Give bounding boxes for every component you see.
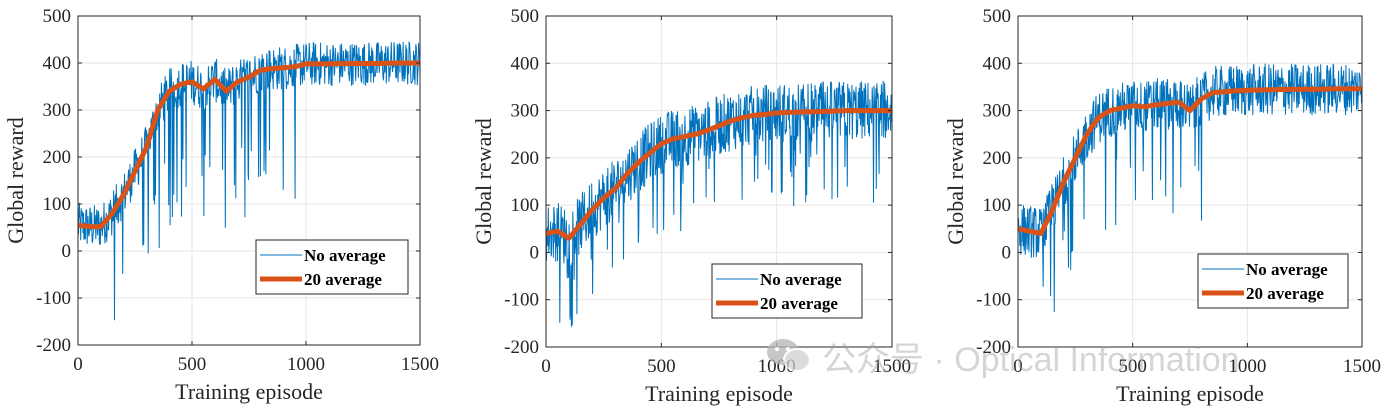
- line-20-average: [545, 108, 892, 241]
- y-tick-label: 0: [62, 241, 72, 262]
- line-no-average: [545, 80, 893, 327]
- x-tick-label: 500: [1118, 356, 1147, 377]
- axes-frame: [77, 15, 421, 346]
- y-tick-label: 100: [43, 194, 72, 215]
- watermark-text: 公众号 · Optical Information: [822, 341, 1240, 379]
- y-tick-label: -100: [504, 290, 539, 311]
- y-tick-label: 400: [43, 53, 72, 74]
- y-tick-label: -200: [36, 335, 71, 356]
- legend-label-20-average: 20 average: [1246, 284, 1324, 303]
- y-tick-label: -200: [976, 337, 1011, 358]
- axes-box: [545, 15, 893, 348]
- raw-reward-series: [1017, 63, 1363, 313]
- y-tick-labels: -200 -100 0 100 200 300 400 500: [36, 6, 71, 356]
- x-axis-label: Training episode: [1116, 381, 1264, 406]
- legend-label-20-average: 20 average: [304, 270, 382, 289]
- chart-panel-3: -200 -100 0 100 200 300 400 500 0 500 1000 1500 Gl…: [943, 6, 1381, 406]
- x-tick-label: 1500: [1343, 356, 1381, 377]
- x-tick-label: 0: [541, 356, 551, 377]
- y-tick-label: 0: [1002, 242, 1012, 263]
- axes-box: [77, 15, 421, 346]
- legend-label-20-average: 20 average: [760, 294, 838, 313]
- y-tick-label: -100: [976, 290, 1011, 311]
- y-tick-label: 200: [511, 148, 540, 169]
- line-20-average: [77, 60, 420, 230]
- legend-box: [255, 239, 409, 295]
- axes-frame: [1017, 15, 1363, 348]
- y-tick-label: 100: [983, 195, 1012, 216]
- x-tick-labels: 0 500 1000 1500: [1013, 356, 1381, 377]
- y-tick-label: 500: [511, 6, 540, 27]
- x-tick-label: 1500: [401, 354, 439, 375]
- y-tick-label: 100: [511, 195, 540, 216]
- y-tick-label: -200: [504, 337, 539, 358]
- y-tick-labels: -200 -100 0 100 200 300 400 500: [976, 6, 1011, 358]
- y-tick-label: 300: [43, 100, 72, 121]
- x-tick-label: 0: [73, 354, 83, 375]
- x-tick-labels: 0 500 1000 1500: [73, 354, 439, 375]
- legend-label-no-average: No average: [760, 270, 842, 289]
- x-axis-label: Training episode: [645, 381, 793, 406]
- y-tick-label: 400: [983, 53, 1012, 74]
- line-20-average: [1017, 86, 1362, 236]
- average-reward-series: [1017, 86, 1362, 236]
- legend: No average 20 average: [1197, 253, 1349, 309]
- y-tick-label: 0: [530, 242, 540, 263]
- legend-box: [711, 263, 863, 319]
- y-axis-label: Global reward: [3, 117, 28, 243]
- y-tick-label: 500: [983, 6, 1012, 27]
- y-tick-label: 500: [43, 6, 72, 27]
- y-tick-label: 400: [511, 53, 540, 74]
- legend: No average 20 average: [711, 263, 863, 319]
- chart-panel-1: -200 -100 0 100 200 300 400 500 0 500 1000 1500 Gl…: [3, 6, 439, 404]
- average-reward-series: [545, 108, 892, 241]
- axes-frame: [545, 15, 893, 348]
- legend: No average 20 average: [255, 239, 409, 295]
- raw-reward-series: [77, 41, 421, 321]
- watermark: 公众号 · Optical Information: [767, 339, 1240, 379]
- x-tick-label: 0: [1013, 356, 1023, 377]
- line-no-average: [77, 41, 421, 321]
- x-tick-label: 500: [178, 354, 207, 375]
- y-tick-label: -100: [36, 288, 71, 309]
- y-axis-label: Global reward: [943, 118, 968, 244]
- line-no-average: [1017, 63, 1363, 313]
- y-tick-labels: -200 -100 0 100 200 300 400 500: [504, 6, 539, 358]
- legend-box: [1197, 253, 1349, 309]
- y-axis-label: Global reward: [471, 118, 496, 244]
- x-axis-label: Training episode: [175, 379, 323, 404]
- y-tick-label: 300: [511, 101, 540, 122]
- legend-label-no-average: No average: [304, 246, 386, 265]
- x-tick-label: 500: [647, 356, 676, 377]
- y-tick-label: 300: [983, 101, 1012, 122]
- x-tick-label: 1500: [873, 356, 911, 377]
- y-tick-label: 200: [43, 147, 72, 168]
- axes-box: [1017, 15, 1363, 348]
- legend-label-no-average: No average: [1246, 260, 1328, 279]
- x-tick-label: 1000: [1228, 356, 1266, 377]
- x-tick-label: 1000: [287, 354, 325, 375]
- raw-reward-series: [545, 80, 893, 327]
- wechat-icon: [767, 339, 811, 372]
- average-reward-series: [77, 60, 420, 230]
- y-tick-label: 200: [983, 148, 1012, 169]
